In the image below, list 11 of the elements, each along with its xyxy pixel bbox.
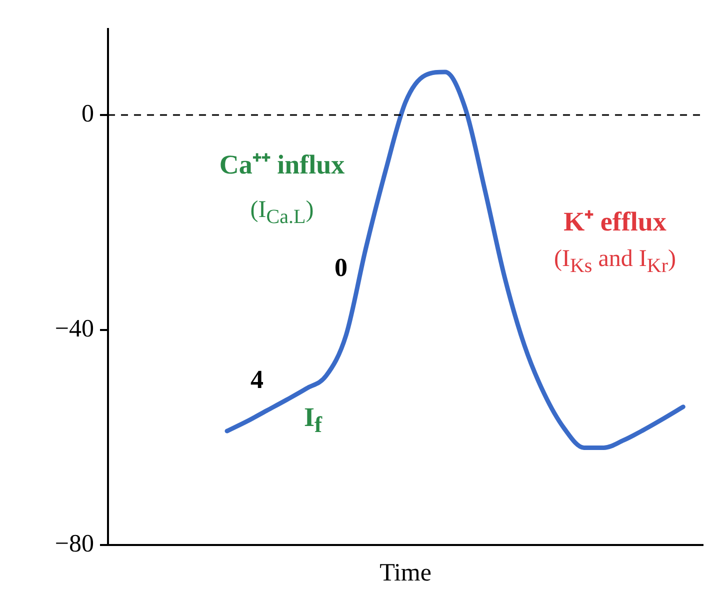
y-tick-label: −40 xyxy=(54,316,94,343)
y-tick-label: 0 xyxy=(82,100,94,128)
annotation: Ca⁺⁺ influx xyxy=(219,148,345,182)
x-axis-title: Time xyxy=(380,560,432,587)
annotation: (I$_{Ks}$ and I$_{Kr}$) xyxy=(554,246,676,278)
annotation: 4 xyxy=(250,365,264,395)
annotation: 0 xyxy=(334,253,348,283)
annotation: (I$_{Ca.L}$) xyxy=(250,197,314,229)
y-tick-label: −80 xyxy=(54,530,94,558)
annotation: K⁺ efflux xyxy=(564,206,666,238)
annotation: I$_{f}$ xyxy=(304,402,322,438)
